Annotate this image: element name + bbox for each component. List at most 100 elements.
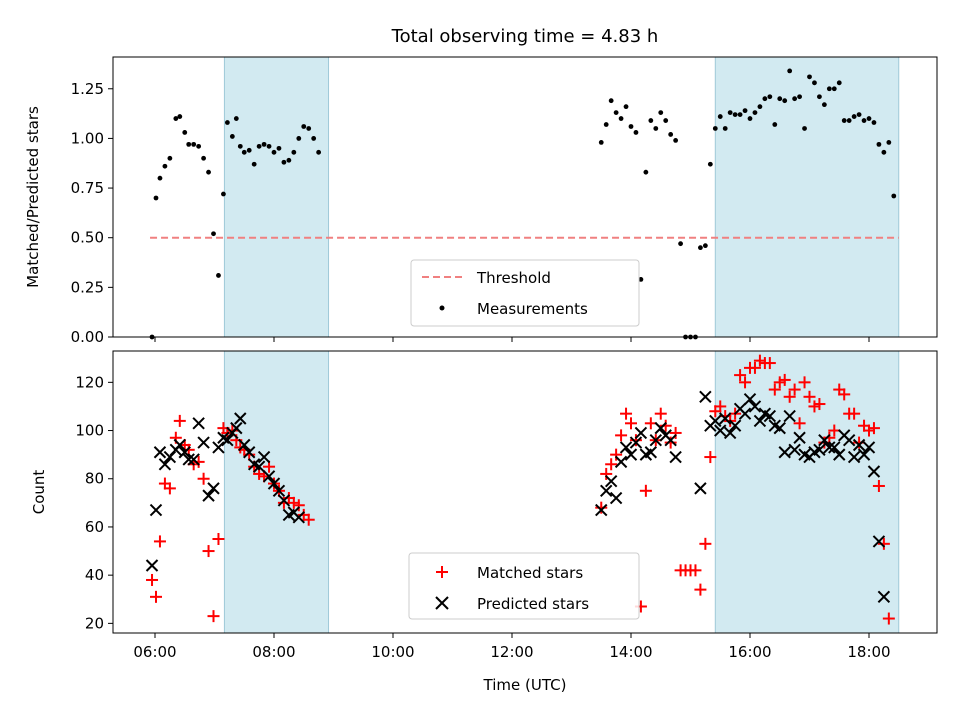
measurement-point [316,149,322,155]
measurement-point [186,141,192,147]
measurement-point [782,98,788,104]
measurement-point [797,94,802,100]
x-tick-label: 06:00 [133,643,176,661]
matched-star-point [654,407,667,420]
measurement-point [206,169,211,175]
predicted-star-point [614,455,628,469]
predicted-star-point [714,424,727,437]
top-axis-ticks: 0.00 0.25 0.50 0.75 1.00 1.25 [71,80,870,346]
bottom-legend: Matched stars Predicted stars [408,552,640,620]
matched-star-point [202,545,215,558]
predicted-star-point [595,503,608,517]
top-panel: 0.00 0.25 0.50 0.75 1.00 1.25 Matched/Predict… [24,56,938,346]
predicted-star-point [728,419,742,432]
predicted-star-point [234,412,247,425]
measurement-point [802,126,807,131]
matched-star-point [778,373,791,386]
predicted-star-point [238,438,251,452]
predicted-star-point [719,412,732,425]
predicted-star-point [182,453,195,466]
measurement-point [807,74,812,80]
predicted-star-point [267,477,281,490]
measurement-point [772,122,778,127]
matched-star-point [734,369,747,382]
bottom-axis-ticks: 20 40 60 80 100 120 06:00 08:00 10:00 12:00 14:00 1… [75,373,890,661]
x-tick-label: 14:00 [609,643,652,661]
measurement-point [167,155,173,161]
matched-star-point [595,501,608,514]
top-y-tick-label: 1.25 [71,80,104,98]
predicted-star-point [197,436,210,449]
matched-star-point [768,383,781,396]
legend-measurements-label: Measurements [477,300,588,318]
measurement-point [653,126,659,131]
measurement-point [762,96,768,102]
measurement-point [296,136,302,141]
predicted-star-point [145,559,159,572]
top-y-axis-label: Matched/Predicted stars [24,106,42,288]
predicted-star-point [783,409,796,423]
matched-star-point [813,398,826,411]
x-axis-label: Time (UTC) [483,676,567,694]
predicted-star-point [277,494,291,507]
predicted-star-point [738,407,752,420]
measurement-point [658,110,664,116]
measurement-point [821,102,827,108]
measurement-point [792,96,798,102]
predicted-star-point [272,484,286,498]
matched-star-point [872,479,885,492]
matched-star-point [848,407,861,420]
top-y-tick-label: 1.00 [71,129,104,147]
measurement-point [229,134,235,139]
top-axes-frame [112,56,938,338]
measurement-point [826,86,832,92]
predicted-star-point [867,465,881,478]
matched-star-point [763,357,776,370]
measurement-point [211,231,216,237]
predicted-star-point [773,421,786,435]
predicted-star-point [649,433,662,447]
bottom-y-tick-label: 80 [85,470,104,488]
measurement-point [817,94,822,100]
measurement-point [787,68,793,74]
predicted-star-point [243,446,256,459]
measurement-point [886,139,892,145]
top-plot-area [149,68,899,340]
matched-star-point [615,429,628,442]
measurement-point [777,96,783,102]
measurement-point [276,145,282,151]
top-shades [223,56,900,338]
measurement-point [752,110,758,116]
measurement-point [157,175,163,181]
bottom-y-tick-label: 100 [75,422,104,440]
measurement-point [153,195,159,201]
measurement-point [306,126,312,131]
bottom-axes-frame [112,350,938,634]
predicted-star-point [262,470,276,483]
predicted-star-point [619,441,633,454]
x-tick-label: 10:00 [371,643,414,661]
matched-star-point [699,537,712,550]
predicted-star-point [813,443,826,457]
measurement-point [266,143,272,149]
measurement-point [727,110,733,116]
predicted-star-point [763,409,777,423]
measurement-point [613,110,619,116]
predicted-star-point [149,503,163,517]
predicted-star-point [709,414,722,428]
matched-star-point [302,513,315,526]
matched-star-point [694,583,707,596]
matched-star-point [664,436,677,449]
measurement-point [628,124,634,129]
measurement-point [256,143,262,149]
measurement-point [737,112,743,117]
predicted-star-point [153,446,167,459]
measurement-point [702,243,708,249]
legend-measurements-swatch [439,305,445,311]
measurement-point [891,193,897,199]
measurement-point [841,118,847,123]
predicted-star-point [723,426,737,440]
predicted-star-point [828,441,841,454]
predicted-star-point [257,450,271,464]
x-tick-label: 08:00 [252,643,295,661]
